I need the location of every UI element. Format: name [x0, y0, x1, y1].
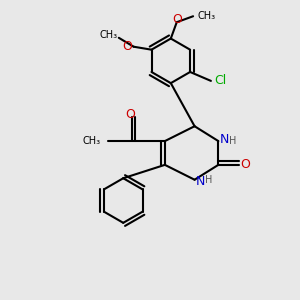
Text: O: O — [126, 108, 136, 121]
Text: Cl: Cl — [214, 74, 226, 87]
Text: H: H — [205, 175, 212, 185]
Text: CH₃: CH₃ — [198, 11, 216, 21]
Text: O: O — [241, 158, 250, 171]
Text: N: N — [196, 175, 206, 188]
Text: CH₃: CH₃ — [99, 30, 117, 40]
Text: N: N — [220, 133, 229, 146]
Text: H: H — [229, 136, 236, 146]
Text: O: O — [172, 13, 182, 26]
Text: CH₃: CH₃ — [83, 136, 101, 146]
Text: O: O — [122, 40, 132, 53]
